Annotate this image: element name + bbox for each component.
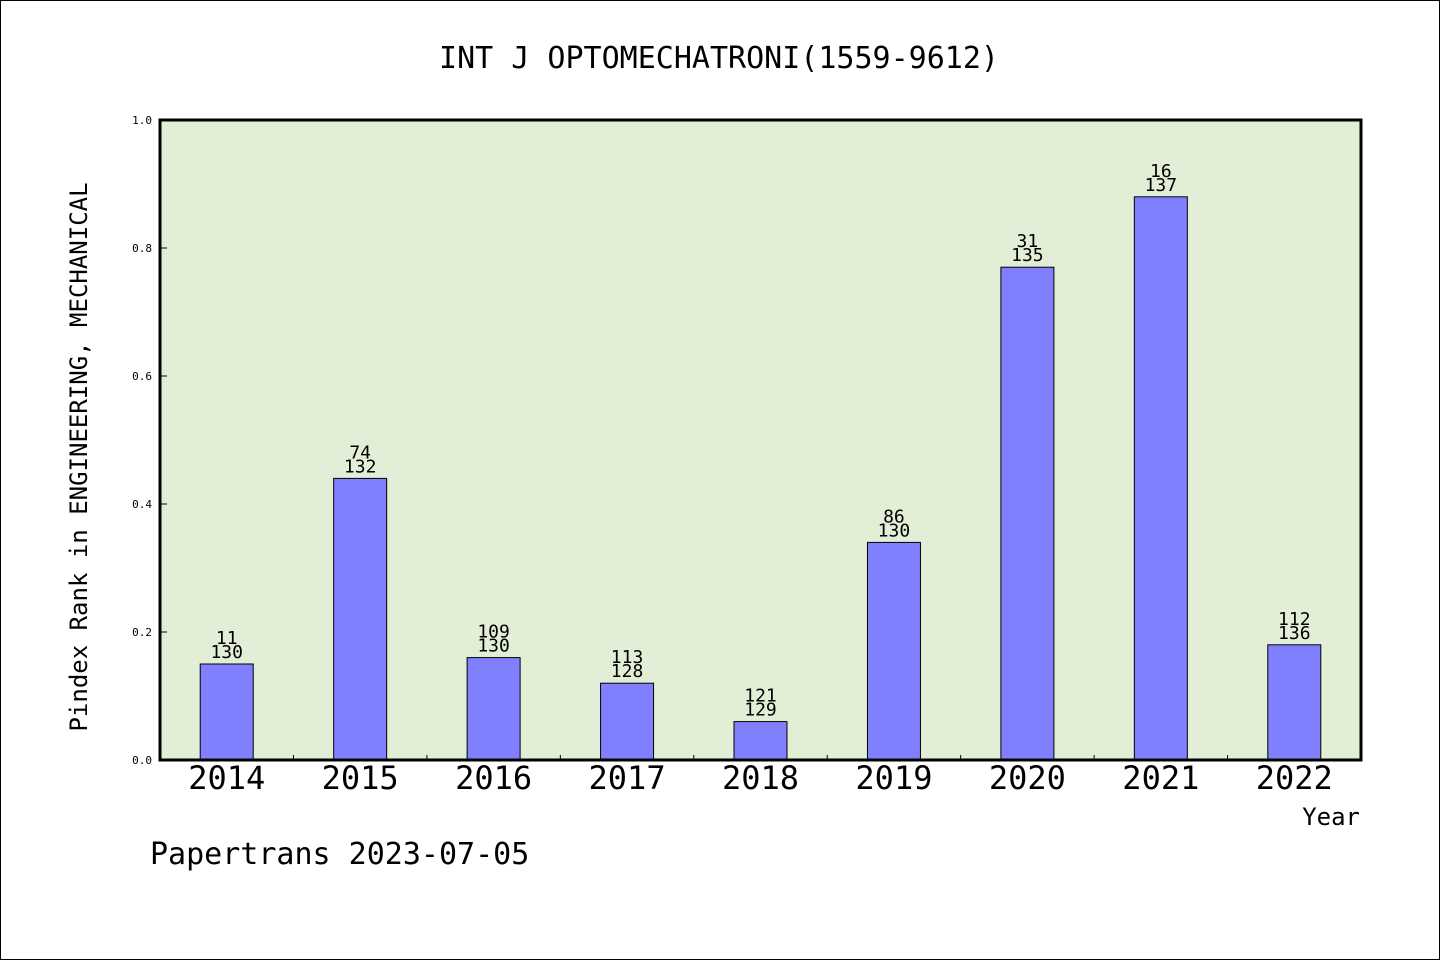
bar-rank-label: 121: [744, 686, 777, 707]
y-tick-label: 0.2: [132, 626, 152, 639]
y-tick-label: 0.0: [132, 754, 152, 767]
bar-total-label: 132: [344, 456, 377, 477]
footer-credit: Papertrans 2023-07-05: [150, 837, 529, 872]
y-axis-label: Pindex Rank in ENGINEERING, MECHANICAL: [65, 182, 93, 731]
x-tick-label: 2021: [1122, 759, 1199, 797]
bar-2014: [199, 663, 254, 761]
bar-2022: [1267, 644, 1322, 761]
x-tick-label: 2019: [855, 759, 932, 797]
bar-total-label: 129: [744, 700, 777, 721]
bar-2021: [1133, 196, 1188, 761]
x-tick-label: 2022: [1256, 759, 1333, 797]
y-tick-label: 0.4: [132, 498, 152, 511]
bar-rank-label: 109: [477, 622, 510, 643]
bar-rank-label: 86: [883, 506, 905, 527]
bar-total-label: 128: [611, 661, 644, 682]
bar-2020: [1000, 266, 1055, 761]
bar-rank-label: 16: [1150, 161, 1172, 182]
bars-group: [199, 196, 1322, 761]
bar-total-label: 135: [1011, 245, 1044, 266]
bar-total-label: 137: [1145, 175, 1178, 196]
bar-2016: [466, 657, 521, 761]
x-tick-label: 2018: [722, 759, 799, 797]
bar-2015: [333, 477, 388, 761]
plot-frame: [158, 118, 1363, 762]
x-axis-label: Year: [1302, 803, 1360, 831]
chart-title: INT J OPTOMECHATRONI(1559-9612): [439, 41, 999, 76]
y-tick-label: 0.8: [132, 242, 152, 255]
bar-2017: [600, 682, 655, 761]
y-tick-label: 0.6: [132, 370, 152, 383]
bar-rank-label: 112: [1278, 609, 1311, 630]
bar-rank-label: 11: [216, 628, 238, 649]
bar-labels-group: 1113074132109130113128121129861303113516…: [210, 161, 1310, 721]
bar-2018: [733, 721, 788, 761]
x-tick-label: 2016: [455, 759, 532, 797]
bar-rank-label: 74: [349, 442, 371, 463]
bar-total-label: 130: [477, 636, 510, 657]
x-tick-label: 2017: [589, 759, 666, 797]
x-tick-label: 2015: [322, 759, 399, 797]
x-tick-label: 2014: [188, 759, 265, 797]
bar-rank-label: 113: [611, 647, 644, 668]
bar-rank-label: 31: [1017, 231, 1039, 252]
y-tick-label: 1.0: [132, 114, 152, 127]
bar-2019: [866, 541, 921, 761]
x-axis-ticks: 2014 2015 2016 2017 2018 2019 2020 2021 2022: [188, 755, 1333, 797]
x-tick-label: 2020: [989, 759, 1066, 797]
bar-total-label: 136: [1278, 623, 1311, 644]
bar-total-label: 130: [878, 520, 911, 541]
bar-total-label: 130: [210, 642, 243, 663]
